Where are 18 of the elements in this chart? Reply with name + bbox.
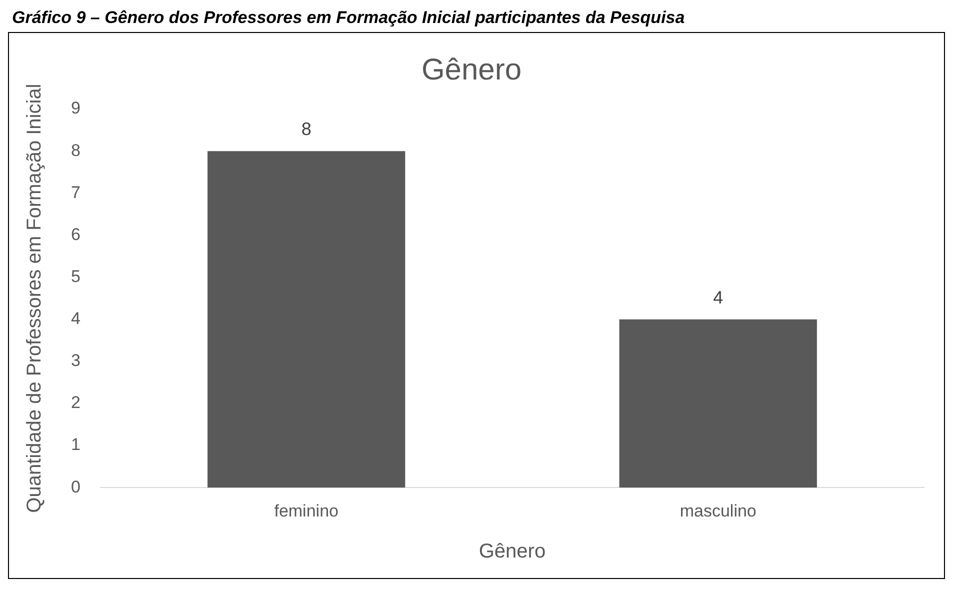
- y-tick-label: 7: [70, 182, 80, 202]
- x-axis-title: Gênero: [478, 540, 546, 563]
- y-tick-label: 1: [70, 435, 80, 454]
- y-tick-label: 4: [70, 309, 80, 328]
- y-tick-label: 5: [70, 266, 80, 286]
- y-tick-label: 9: [70, 98, 80, 118]
- x-tick-label: masculino: [680, 501, 756, 520]
- y-axis-title: Quantidade de Professores em Formação Inicial: [24, 84, 46, 513]
- y-tick-label: 6: [70, 224, 80, 244]
- y-tick-label: 3: [70, 351, 80, 370]
- chart-title: Gênero: [421, 53, 522, 86]
- text: Gráfico 9 – Gênero dos Professores em Formação Inicial participantes da Pesquisa: [12, 8, 686, 28]
- x-tick-label: feminino: [274, 501, 338, 520]
- data-label: 4: [713, 287, 724, 308]
- y-tick-label: 2: [70, 393, 80, 412]
- y-tick-label: 8: [70, 140, 80, 160]
- data-label: 8: [301, 119, 312, 140]
- y-tick-label: 0: [70, 477, 80, 496]
